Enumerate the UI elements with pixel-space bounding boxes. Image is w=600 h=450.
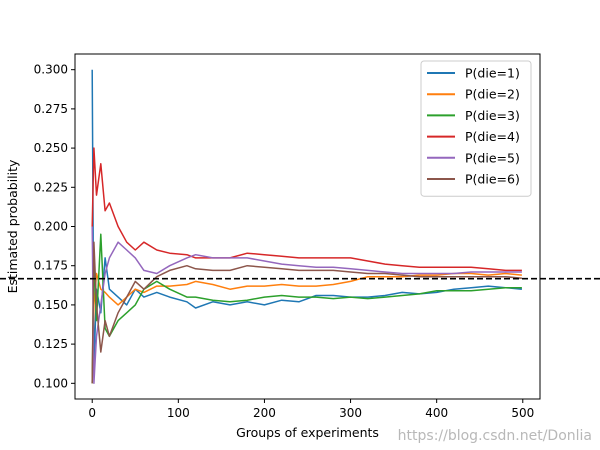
series-line-4 — [91, 147, 522, 272]
y-tick-label: 0.250 — [34, 141, 68, 155]
x-axis-label: Groups of experiments — [236, 425, 379, 440]
legend-entry: P(die=1) — [465, 66, 520, 81]
legend: P(die=1) P(die=2) P(die=3) P(die=4) P(die=5)… — [420, 60, 532, 197]
x-tick-label: 500 — [511, 406, 534, 420]
y-tick-label: 0.300 — [34, 63, 68, 77]
y-tick-label: 0.225 — [34, 180, 68, 194]
y-tick-label: 0.150 — [34, 298, 68, 312]
y-tick-label: 0.175 — [34, 259, 68, 273]
y-tick-label: 0.200 — [34, 220, 68, 234]
series-line-3 — [91, 233, 522, 384]
y-tick-label: 0.100 — [34, 376, 68, 390]
plot-lines — [91, 69, 522, 385]
x-tick-label: 300 — [339, 406, 362, 420]
series-line-6 — [91, 241, 522, 384]
legend-entry: P(die=6) — [465, 172, 520, 187]
y-tick-label: 0.125 — [34, 337, 68, 351]
legend-entry: P(die=2) — [465, 87, 520, 102]
y-axis-ticks: 0.100 0.125 0.150 0.175 0.200 0.225 0.250 0.275… — [34, 63, 75, 390]
x-tick-label: 200 — [253, 406, 276, 420]
series-line-5 — [91, 226, 522, 385]
legend-entry: P(die=5) — [465, 150, 520, 165]
x-tick-label: 0 — [88, 406, 96, 420]
series-line-1 — [91, 69, 522, 369]
y-axis-label: Estimated probability — [5, 159, 20, 293]
y-tick-label: 0.275 — [34, 102, 68, 116]
x-tick-label: 100 — [167, 406, 190, 420]
x-tick-label: 400 — [425, 406, 448, 420]
x-axis-ticks: 0 100 200 300 400 500 — [88, 399, 534, 420]
series-line-2 — [91, 272, 522, 384]
watermark-text: https://blog.csdn.net/Donlia — [397, 428, 592, 444]
legend-entry: P(die=4) — [465, 129, 520, 144]
legend-entry: P(die=3) — [465, 108, 520, 123]
